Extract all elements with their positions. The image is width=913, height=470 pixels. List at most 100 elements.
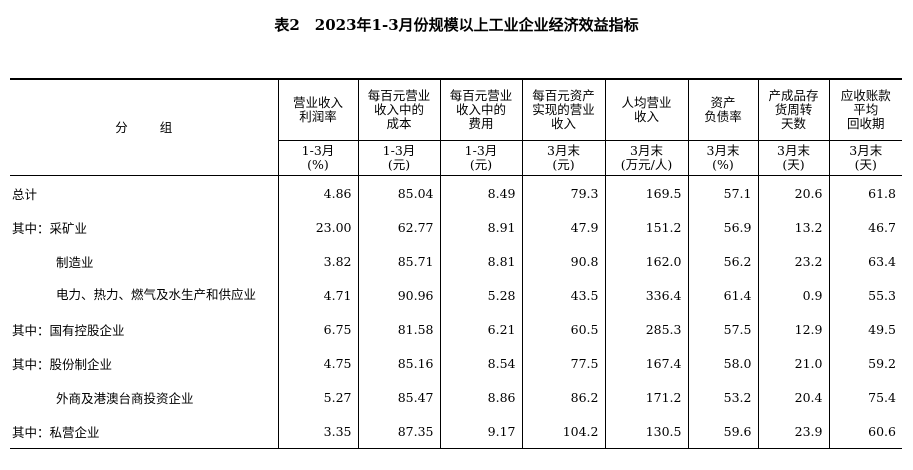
table-row: 制造业 3.82 85.71 8.81 90.8 162.0 56.2 23.2…	[10, 244, 902, 278]
group-header: 分 组	[10, 78, 278, 176]
table-cell: 56.2	[687, 244, 758, 278]
table-row: 其中：私营企业 3.35 87.35 9.17 104.2 130.5 59.6…	[10, 414, 902, 449]
table-row: 总计 4.86 85.04 8.49 79.3 169.5 57.1 20.6 …	[10, 175, 902, 210]
row-label: 电力、热力、燃气及水生产和供应业	[56, 287, 257, 302]
table-cell: 8.86	[439, 380, 522, 414]
row-label: 总计	[12, 186, 38, 202]
table-row: 其中：采矿业 23.00 62.77 8.91 47.9 151.2 56.9 …	[10, 210, 902, 244]
unit-cell: 3月末 (万元/人)	[604, 140, 688, 176]
table-cell: 47.9	[521, 210, 605, 244]
table-cell: 104.2	[521, 414, 605, 449]
table-cell: 85.04	[357, 175, 440, 210]
column-header-expense-per-100: 每百元营业 收入中的 费用	[439, 78, 522, 141]
table-row: 其中：国有控股企业 6.75 81.58 6.21 60.5 285.3 57.…	[10, 312, 902, 346]
unit-cell: 1-3月 (元)	[439, 140, 522, 176]
indicators-table: 分 组 营业收入 利润率 每百元营业 收入中的 成本 每百元营业 收入中的 费用 每百元资…	[10, 78, 902, 449]
table-cell: 23.2	[757, 244, 829, 278]
table-cell: 20.4	[757, 380, 829, 414]
header-row-names: 分 组 营业收入 利润率 每百元营业 收入中的 成本 每百元营业 收入中的 费用 每百元资…	[10, 78, 902, 176]
table-cell: 85.16	[357, 346, 440, 380]
row-label: 制造业	[56, 254, 94, 270]
table-cell: 8.49	[439, 175, 522, 210]
table-cell: 3.35	[277, 414, 358, 449]
column-header-profit-margin: 营业收入 利润率	[277, 78, 358, 141]
table-cell: 62.77	[357, 210, 440, 244]
table-cell: 55.3	[828, 278, 902, 312]
table-row: 电力、热力、燃气及水生产和供应业 4.71 90.96 5.28 43.5 33…	[10, 278, 902, 312]
table-cell: 75.4	[828, 380, 902, 414]
unit-cell: 1-3月 (%)	[277, 140, 358, 176]
table-cell: 6.75	[277, 312, 358, 346]
table-cell: 90.8	[521, 244, 605, 278]
table-row: 其中：股份制企业 4.75 85.16 8.54 77.5 167.4 58.0…	[10, 346, 902, 380]
table-title: 表2 2023年1-3月份规模以上工业企业经济效益指标	[274, 16, 639, 34]
table-row: 外商及港澳台商投资企业 5.27 85.47 8.86 86.2 171.2 5…	[10, 380, 902, 414]
table-cell: 169.5	[604, 175, 688, 210]
table-cell: 4.86	[277, 175, 358, 210]
table-cell: 4.71	[277, 278, 358, 312]
table-cell: 3.82	[277, 244, 358, 278]
table-cell: 56.9	[687, 210, 758, 244]
table-cell: 8.54	[439, 346, 522, 380]
table-cell: 53.2	[687, 380, 758, 414]
unit-cell: 3月末 (%)	[687, 140, 758, 176]
table-cell: 171.2	[604, 380, 688, 414]
table-cell: 167.4	[604, 346, 688, 380]
table-cell: 59.6	[687, 414, 758, 449]
table-cell: 6.21	[439, 312, 522, 346]
table-cell: 46.7	[828, 210, 902, 244]
table-cell: 43.5	[521, 278, 605, 312]
row-label: 其中：股份制企业	[12, 356, 113, 372]
table-cell: 57.5	[687, 312, 758, 346]
table-cell: 285.3	[604, 312, 688, 346]
table-cell: 61.4	[687, 278, 758, 312]
unit-cell: 3月末 (天)	[757, 140, 829, 176]
row-label: 外商及港澳台商投资企业	[56, 390, 194, 406]
table-cell: 0.9	[757, 278, 829, 312]
header-row-units: 1-3月 (%) 1-3月 (元) 1-3月 (元) 3月末 (元) 3月末 (万元/人)…	[10, 140, 902, 176]
table-cell: 63.4	[828, 244, 902, 278]
table-cell: 9.17	[439, 414, 522, 449]
column-header-debt-ratio: 资产 负债率	[687, 78, 758, 141]
table-cell: 60.5	[521, 312, 605, 346]
table-cell: 5.27	[277, 380, 358, 414]
table-cell: 86.2	[521, 380, 605, 414]
table-cell: 151.2	[604, 210, 688, 244]
unit-cell: 3月末 (元)	[521, 140, 605, 176]
table-cell: 13.2	[757, 210, 829, 244]
table-cell: 5.28	[439, 278, 522, 312]
table-cell: 336.4	[604, 278, 688, 312]
table-cell: 49.5	[828, 312, 902, 346]
table-cell: 57.1	[687, 175, 758, 210]
table-cell: 58.0	[687, 346, 758, 380]
table-cell: 130.5	[604, 414, 688, 449]
column-header-cost-per-100: 每百元营业 收入中的 成本	[357, 78, 440, 141]
table-cell: 8.81	[439, 244, 522, 278]
table-cell: 79.3	[521, 175, 605, 210]
table-cell: 4.75	[277, 346, 358, 380]
table-cell: 8.91	[439, 210, 522, 244]
column-header-receivables-days: 应收账款 平均 回收期	[828, 78, 902, 141]
table-cell: 90.96	[357, 278, 440, 312]
column-header-revenue-per-100-assets: 每百元资产 实现的营业 收入	[521, 78, 605, 141]
table-cell: 87.35	[357, 414, 440, 449]
row-label: 其中：采矿业	[12, 220, 88, 236]
unit-cell: 3月末 (天)	[828, 140, 902, 176]
row-label: 其中：私营企业	[10, 414, 278, 449]
table-cell: 20.6	[757, 175, 829, 210]
table-cell: 59.2	[828, 346, 902, 380]
table-cell: 81.58	[357, 312, 440, 346]
table-cell: 162.0	[604, 244, 688, 278]
table-cell: 60.6	[828, 414, 902, 449]
column-header-inventory-days: 产成品存 货周转 天数	[757, 78, 829, 141]
table-cell: 23.9	[757, 414, 829, 449]
table-cell: 23.00	[277, 210, 358, 244]
table-cell: 21.0	[757, 346, 829, 380]
column-header-revenue-per-capita: 人均营业 收入	[604, 78, 688, 141]
table-cell: 85.71	[357, 244, 440, 278]
table-cell: 61.8	[828, 175, 902, 210]
table-cell: 12.9	[757, 312, 829, 346]
table-cell: 85.47	[357, 380, 440, 414]
row-label: 其中：国有控股企业	[12, 322, 125, 338]
table-cell: 77.5	[521, 346, 605, 380]
